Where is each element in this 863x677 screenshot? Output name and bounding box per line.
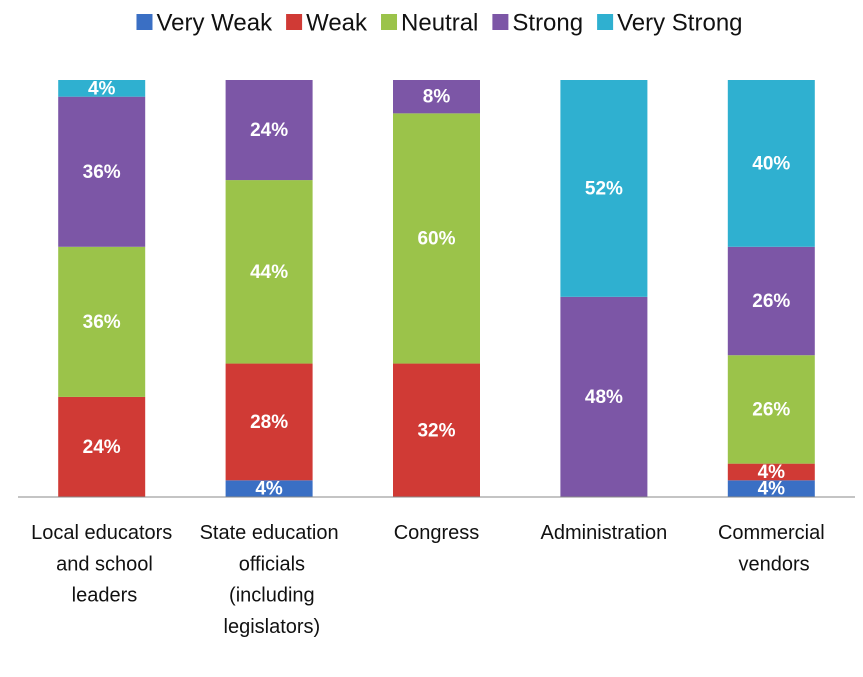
bar-segment — [58, 80, 146, 97]
bar-segment — [727, 480, 815, 497]
x-tick-label: Commercial vendors — [718, 522, 825, 575]
legend-label: Very Weak — [156, 9, 273, 36]
value-label: 60% — [417, 228, 455, 249]
value-label: 48% — [585, 387, 623, 408]
value-label: 44% — [250, 262, 288, 283]
value-label: 4% — [88, 78, 116, 99]
value-label: 4% — [255, 479, 283, 500]
value-label: 52% — [585, 178, 623, 199]
value-label: 26% — [752, 291, 790, 312]
value-label: 8% — [423, 87, 451, 108]
legend-swatch — [381, 14, 398, 30]
bar-segment — [560, 80, 648, 297]
x-tick-label: Congress — [394, 522, 480, 544]
value-label: 36% — [83, 162, 121, 183]
bar-segment — [58, 396, 146, 497]
bar-segment — [225, 80, 313, 181]
value-label: 24% — [83, 437, 121, 458]
bar-segment — [727, 355, 815, 464]
bar-segment — [393, 113, 480, 364]
bar-segment — [727, 80, 815, 247]
bar-segment — [727, 246, 815, 356]
legend-swatch — [492, 14, 509, 30]
legend-label: Weak — [306, 9, 368, 36]
value-label: 32% — [417, 420, 455, 441]
value-label: 4% — [758, 479, 786, 500]
bar-segment — [727, 463, 815, 481]
bar-segment — [58, 96, 146, 247]
value-label: 26% — [752, 399, 790, 420]
value-label: 40% — [752, 153, 790, 174]
x-tick-label: Administration — [541, 522, 668, 544]
legend-label: Strong — [512, 9, 583, 36]
bar-segment — [225, 180, 313, 364]
legend-swatch — [286, 14, 303, 30]
legend-label: Neutral — [401, 9, 478, 36]
value-label: 36% — [83, 312, 121, 333]
bar-segment — [393, 363, 480, 497]
legend-swatch — [597, 14, 614, 30]
bar-segment — [225, 363, 313, 481]
legend-swatch — [136, 14, 153, 30]
bar-segment — [393, 80, 480, 114]
legend-label: Very Strong — [617, 9, 742, 36]
value-label: 24% — [250, 120, 288, 141]
bar-segment — [560, 296, 648, 497]
bar-segment — [58, 246, 146, 397]
value-label: 28% — [250, 412, 288, 433]
value-label: 4% — [758, 462, 786, 483]
x-tick-label: State education officials (including leg… — [200, 522, 339, 638]
x-tick-label: Local educators and school leaders — [31, 522, 172, 607]
bar-segment — [225, 480, 313, 497]
